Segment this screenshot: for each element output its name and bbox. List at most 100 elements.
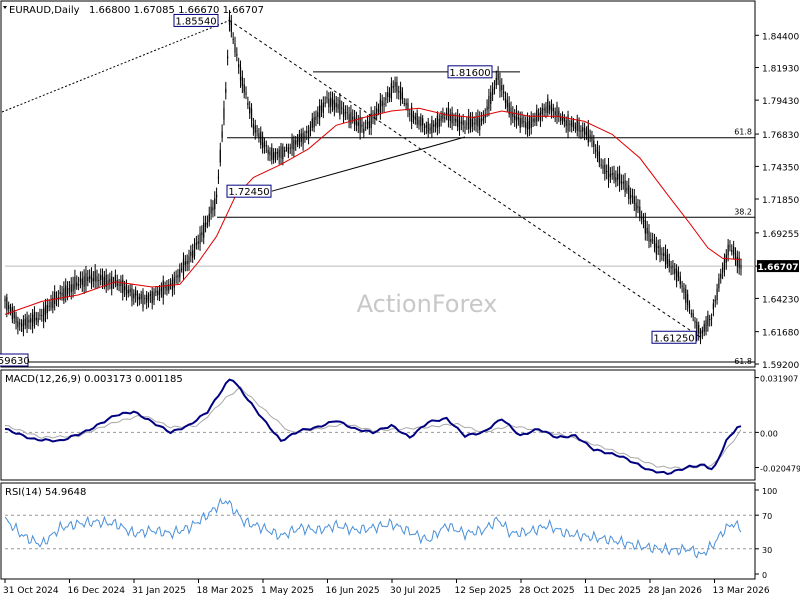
price-tick-label: 1.84400 (762, 32, 799, 42)
candle-body (243, 84, 245, 93)
candle-body (302, 132, 304, 145)
candle-body (112, 282, 115, 284)
current-price-box (757, 260, 799, 273)
annotation-box (0, 353, 29, 367)
candle-body (98, 279, 100, 281)
candle-body (65, 285, 67, 298)
candle-body (228, 16, 231, 25)
candle-body (72, 283, 74, 292)
candle-body (129, 289, 131, 293)
candle-body (315, 116, 317, 121)
candle-body (655, 243, 657, 255)
candle-body (6, 297, 8, 311)
time-tick-label: 18 Mar 2025 (197, 586, 254, 596)
candle-body (109, 278, 111, 283)
price-tick-label: 1.71850 (762, 196, 799, 206)
candle-body (28, 319, 30, 323)
chart-symbol: EURAUD,Daily (9, 5, 80, 16)
candle-body (155, 290, 157, 293)
candle-body (383, 103, 385, 106)
candle-body (464, 126, 466, 128)
candle-body (125, 284, 128, 295)
candle-body (30, 318, 32, 323)
candle-body (81, 278, 83, 285)
candle-body (22, 319, 24, 332)
candle-body (48, 305, 50, 307)
candle-body (661, 253, 663, 255)
candle-body (33, 311, 36, 323)
candle-body (618, 172, 621, 185)
candle-body (208, 213, 210, 223)
candle-body (238, 64, 240, 68)
candle-body (133, 293, 135, 299)
candle-body (723, 258, 726, 270)
candle-body (712, 303, 714, 310)
candle-body (589, 135, 591, 137)
candle-body (433, 124, 435, 127)
candle-body (203, 222, 205, 238)
candle-body (357, 122, 359, 126)
candle-body (355, 118, 358, 125)
candle-body (699, 331, 702, 338)
candle-body (554, 111, 556, 115)
candle-body (221, 131, 223, 138)
candle-body (381, 100, 383, 107)
candle-body (407, 102, 409, 111)
candle-body (388, 93, 391, 98)
candle-body (652, 239, 654, 241)
chart-menu-icon[interactable] (3, 6, 7, 9)
candle-body (184, 261, 186, 266)
candle-body (216, 194, 218, 198)
candle-body (232, 38, 234, 40)
candle-body (245, 92, 247, 95)
candle-body (495, 77, 497, 86)
candle-body (740, 264, 742, 270)
rsi-line (4, 497, 742, 559)
candle-body (366, 122, 369, 124)
candle-body (333, 99, 335, 110)
candle-body (705, 319, 707, 332)
price-tick-label: 1.64230 (762, 295, 799, 305)
candle-body (374, 112, 376, 119)
candle-body (532, 118, 534, 122)
candle-body (580, 130, 582, 132)
candle-body (280, 146, 282, 158)
candle-body (596, 146, 599, 157)
candle-body (503, 91, 505, 94)
candle-body (549, 105, 551, 111)
candle-body (482, 117, 484, 121)
current-price-marker: 1.66707 (757, 260, 799, 273)
candle-body (199, 233, 201, 244)
candle-body (727, 244, 729, 256)
candle-body (201, 232, 203, 236)
candle-body (641, 217, 643, 220)
candle-body (718, 278, 720, 289)
candle-body (429, 127, 431, 131)
candle-body (181, 268, 183, 270)
candle-body (168, 284, 170, 291)
candle-body (263, 142, 266, 148)
candle-body (227, 56, 229, 59)
candle-body (738, 257, 740, 268)
candle-body (158, 289, 161, 295)
candle-body (41, 315, 43, 317)
candle-body (400, 86, 402, 100)
candle-body (690, 313, 692, 315)
candle-body (497, 73, 499, 80)
candle-body (631, 195, 634, 197)
candle-body (587, 125, 589, 143)
candle-body (24, 318, 26, 326)
trend-line-dashed (1, 19, 230, 113)
candle-body (83, 276, 85, 287)
candle-body (484, 115, 486, 118)
candle-body (633, 196, 635, 204)
candle-body (182, 258, 185, 276)
candle-body (648, 230, 650, 242)
candle-body (247, 102, 249, 106)
candle-body (13, 310, 15, 319)
candle-body (298, 134, 300, 146)
candle-body (519, 117, 521, 128)
candle-body (344, 112, 346, 114)
candle-body (258, 133, 260, 139)
candle-body (676, 269, 678, 282)
